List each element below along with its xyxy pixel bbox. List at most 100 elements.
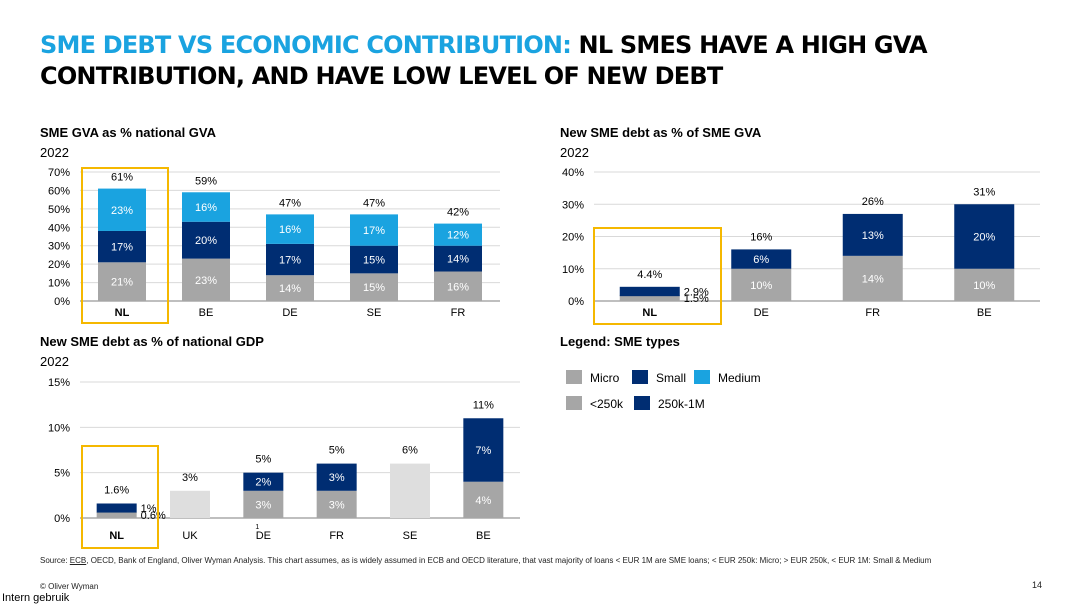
debt_gdp-bar-nl-250k: [96, 512, 137, 518]
debt_gdp-total-label-uk: 3%: [182, 472, 198, 484]
gva-bar-de-micro: [266, 275, 314, 301]
legend-swatch-small: [632, 370, 648, 384]
gva-bar-de-medium: [266, 214, 314, 244]
debt_gva-bar-nl-250k-1m: [619, 286, 680, 297]
debt_gdp-category-label-nl: NL: [109, 530, 124, 542]
copyright: © Oliver Wyman: [40, 582, 99, 591]
gva-ytick-label: 30%: [48, 241, 70, 253]
debt_gva-ytick-label: 20%: [562, 232, 584, 244]
debt_gva-ytick-label: 0%: [568, 296, 584, 308]
gva-highlight-box-nl: [81, 167, 169, 324]
gva-bar-fr-small: [434, 245, 482, 272]
gva-ytick-label: 40%: [48, 222, 70, 234]
debt_gdp-bar-fr-250k: [316, 490, 357, 518]
legend-label-medium: Medium: [718, 371, 761, 385]
debt_gdp-bar-de-250k: [243, 490, 284, 518]
gva-value-label-nl-medium: 23%: [111, 205, 133, 217]
legend-swatch-medium: [694, 370, 710, 384]
debt_gva-category-label-de: DE: [754, 307, 769, 319]
gva-value-label-fr-micro: 16%: [447, 281, 469, 293]
gva-value-label-se-micro: 15%: [363, 282, 385, 294]
legend: Legend: SME types Micro Small Medium <25…: [560, 334, 880, 424]
gva-category-label-de: DE: [282, 307, 297, 319]
debt_gva-ytick-label: 10%: [562, 264, 584, 276]
debt_gva-total-label-be: 31%: [973, 186, 995, 198]
gva-total-label-de: 47%: [279, 197, 301, 209]
debt_gdp-total-label-de: 5%: [255, 454, 271, 466]
source-note: Source: ECB, OECD, Bank of England, Oliv…: [40, 556, 931, 565]
debt_gdp-value-label-de-250k-1m: 2%: [255, 477, 271, 489]
gva-bar-fr-micro: [434, 271, 482, 301]
legend-swatch-250k-1m: [634, 396, 650, 410]
debt_gdp-value-label-de-250k: 3%: [255, 499, 271, 511]
debt_gdp-bar-de-250k-1m: [243, 472, 284, 491]
source-prefix: Source:: [40, 556, 70, 565]
gva-bar-se-micro: [350, 273, 398, 301]
gva-category-label-nl: NL: [115, 307, 130, 319]
gva-value-label-be-medium: 16%: [195, 202, 217, 214]
gva-value-label-fr-small: 14%: [447, 254, 469, 266]
debt_gva-category-label-fr: FR: [865, 307, 880, 319]
gva-value-label-nl-small: 17%: [111, 242, 133, 254]
debt_gva-category-label-nl: NL: [642, 307, 657, 319]
slide-title-accent: SME DEBT VS ECONOMIC CONTRIBUTION:: [40, 31, 572, 59]
debt_gva-value-label-be-250k-1m: 20%: [973, 232, 995, 244]
gva-value-label-nl-micro: 21%: [111, 277, 133, 289]
legend-label-250k-1m: 250k-1M: [658, 397, 705, 411]
legend-label-small: Small: [656, 371, 687, 385]
debt_gdp-bar-se-total-only: [390, 463, 430, 518]
debt_gdp-category-label-fr: FR: [329, 530, 344, 542]
gva-chart-subtitle: 2022: [40, 145, 69, 160]
debt_gva-value-label-be-250k: 10%: [973, 280, 995, 292]
classification-label: Intern gebruik: [2, 592, 70, 604]
gva-ytick-label: 20%: [48, 259, 70, 271]
legend-label-under-250k: <250k: [590, 397, 624, 411]
debt-gdp-chart-title: New SME debt as % of national GDP: [40, 334, 264, 349]
debt_gdp-highlight-box-nl: [81, 445, 159, 549]
debt_gdp-bar-fr-250k-1m: [316, 463, 357, 491]
debt_gdp-footnote-de: 1: [255, 524, 259, 531]
gva-value-label-de-micro: 14%: [279, 283, 301, 295]
gva-ytick-label: 60%: [48, 185, 70, 197]
gva-ytick-label: 10%: [48, 278, 70, 290]
debt_gdp-ytick-label: 15%: [48, 377, 70, 389]
debt_gdp-value-label-nl-250k-1m: 1%: [141, 503, 157, 515]
gva-total-label-nl: 61%: [111, 172, 133, 184]
debt-gva-chart-title: New SME debt as % of SME GVA: [560, 125, 762, 140]
debt_gva-value-label-nl-250k-1m: 2.9%: [684, 286, 709, 298]
gva-bar-nl-small: [98, 230, 146, 263]
debt_gva-value-label-de-250k: 10%: [750, 280, 772, 292]
source-text: , OECD, Bank of England, Oliver Wyman An…: [86, 556, 932, 565]
debt_gva-bar-fr-250k-1m: [842, 213, 903, 256]
debt-gva-chart-subtitle: 2022: [560, 145, 589, 160]
debt_gva-category-label-be: BE: [977, 307, 992, 319]
legend-swatch-micro: [566, 370, 582, 384]
gva-value-label-se-small: 15%: [363, 255, 385, 267]
debt_gva-value-label-de-250k-1m: 6%: [753, 254, 769, 266]
gva-total-label-be: 59%: [195, 175, 217, 187]
legend-title: Legend: SME types: [560, 334, 680, 349]
gva-value-label-de-medium: 16%: [279, 224, 301, 236]
debt_gva-value-label-fr-250k: 14%: [862, 273, 884, 285]
debt_gva-total-label-fr: 26%: [862, 196, 884, 208]
source-link-ecb[interactable]: ECB: [69, 556, 87, 565]
debt_gdp-bar-uk-total-only: [170, 490, 210, 518]
debt-gdp-chart-subtitle: 2022: [40, 354, 69, 369]
legend-label-micro: Micro: [590, 371, 620, 385]
debt_gdp-bar-be-250k-1m: [463, 418, 504, 482]
debt_gdp-category-label-de: DE: [256, 530, 271, 542]
debt_gva-ytick-label: 40%: [562, 167, 584, 179]
gva-value-label-fr-medium: 12%: [447, 230, 469, 242]
gva-total-label-se: 47%: [363, 197, 385, 209]
page-number: 14: [1031, 580, 1042, 590]
debt_gva-bar-de-250k-1m: [731, 249, 792, 269]
gva-value-label-se-medium: 17%: [363, 225, 385, 237]
debt_gdp-value-label-be-250k: 4%: [475, 495, 491, 507]
debt_gva-highlight-box-nl: [593, 227, 722, 325]
debt_gdp-value-label-nl-250k: 0.6%: [141, 510, 166, 522]
gva-bar-se-small: [350, 245, 398, 274]
gva-bar-be-medium: [182, 192, 230, 222]
debt_gdp-category-label-se: SE: [403, 530, 418, 542]
gva-ytick-label: 50%: [48, 204, 70, 216]
